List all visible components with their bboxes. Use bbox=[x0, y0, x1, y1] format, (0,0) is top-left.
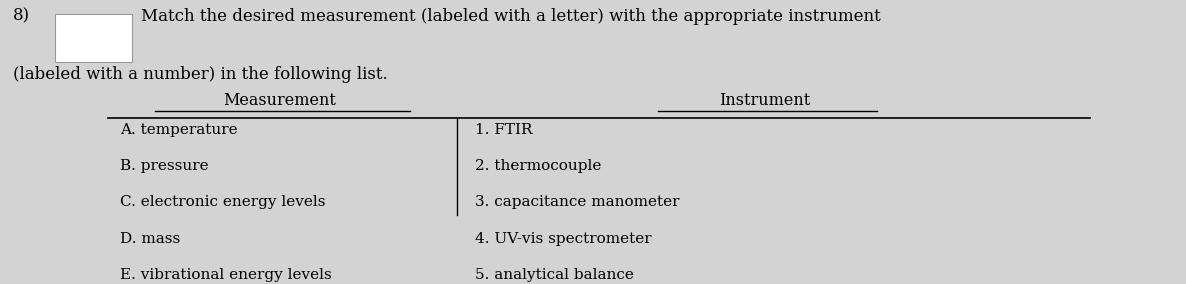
Text: Measurement: Measurement bbox=[223, 92, 336, 109]
Text: 8): 8) bbox=[13, 8, 31, 25]
FancyBboxPatch shape bbox=[55, 14, 132, 62]
Text: 4. UV-vis spectrometer: 4. UV-vis spectrometer bbox=[474, 232, 651, 246]
Text: E. vibrational energy levels: E. vibrational energy levels bbox=[120, 268, 331, 282]
Text: (labeled with a number) in the following list.: (labeled with a number) in the following… bbox=[13, 66, 388, 83]
Text: 2. thermocouple: 2. thermocouple bbox=[474, 159, 601, 173]
Text: 5. analytical balance: 5. analytical balance bbox=[474, 268, 633, 282]
Text: 3. capacitance manometer: 3. capacitance manometer bbox=[474, 195, 680, 210]
Text: A. temperature: A. temperature bbox=[120, 123, 237, 137]
Text: Instrument: Instrument bbox=[719, 92, 810, 109]
Text: C. electronic energy levels: C. electronic energy levels bbox=[120, 195, 325, 210]
Text: 1. FTIR: 1. FTIR bbox=[474, 123, 533, 137]
Text: B. pressure: B. pressure bbox=[120, 159, 209, 173]
Text: Match the desired measurement (labeled with a letter) with the appropriate instr: Match the desired measurement (labeled w… bbox=[141, 8, 881, 25]
Text: D. mass: D. mass bbox=[120, 232, 180, 246]
